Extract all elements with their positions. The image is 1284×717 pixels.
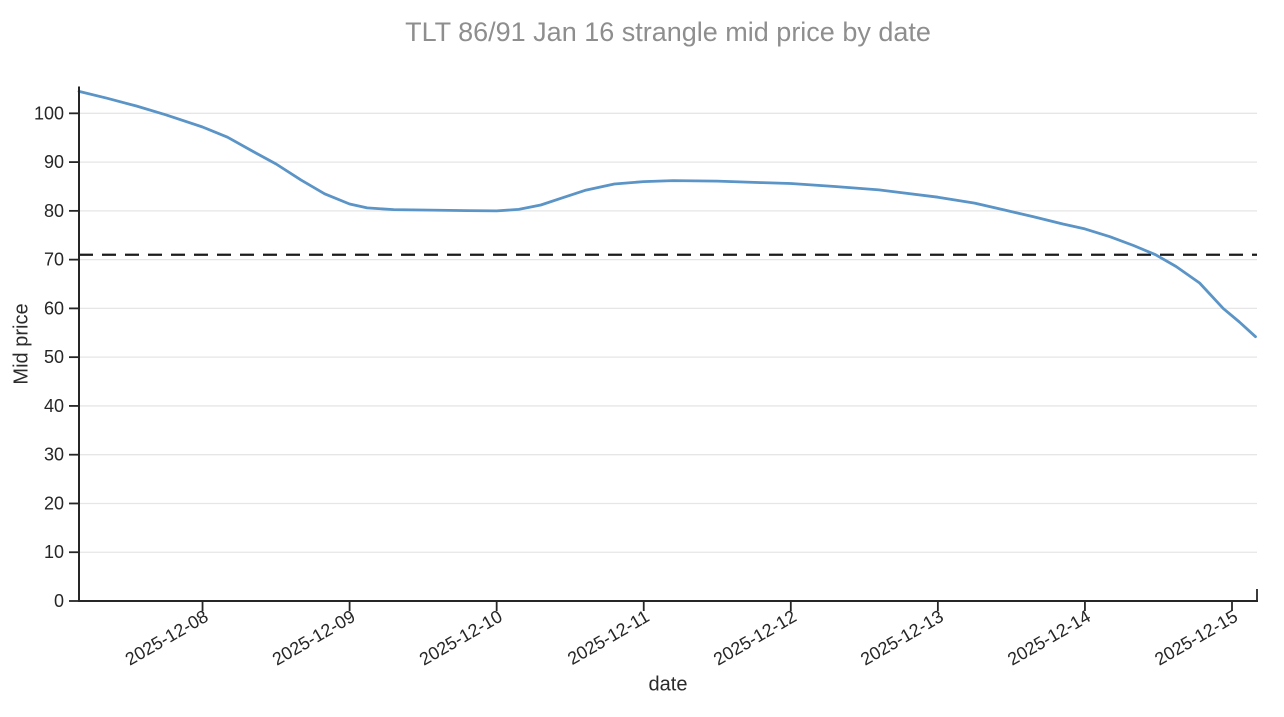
x-tick-label-2025-12-13: 2025-12-13: [857, 606, 947, 669]
x-tick-label-2025-12-12: 2025-12-12: [710, 606, 800, 669]
y-tick-label-0: 0: [54, 591, 64, 611]
y-tick-label-50: 50: [44, 347, 64, 367]
x-tick-label-2025-12-15: 2025-12-15: [1151, 606, 1241, 669]
y-tick-label-80: 80: [44, 201, 64, 221]
x-tick-label-2025-12-10: 2025-12-10: [416, 606, 506, 669]
y-tick-label-10: 10: [44, 542, 64, 562]
chart-title: TLT 86/91 Jan 16 strangle mid price by d…: [405, 17, 931, 47]
x-tick-label-2025-12-08: 2025-12-08: [122, 606, 212, 669]
y-tick-label-40: 40: [44, 396, 64, 416]
x-tick-label-2025-12-09: 2025-12-09: [269, 606, 359, 669]
y-tick-label-60: 60: [44, 298, 64, 318]
y-tick-label-90: 90: [44, 152, 64, 172]
x-axis-label: date: [648, 673, 688, 696]
y-tick-label-30: 30: [44, 445, 64, 465]
x-tick-label-2025-12-11: 2025-12-11: [564, 606, 653, 669]
y-tick-label-100: 100: [34, 103, 64, 123]
x-tick-label-2025-12-14: 2025-12-14: [1004, 606, 1094, 669]
price-line-series: [77, 90, 1257, 339]
y-tick-label-70: 70: [44, 250, 64, 270]
y-tick-label-20: 20: [44, 493, 64, 513]
